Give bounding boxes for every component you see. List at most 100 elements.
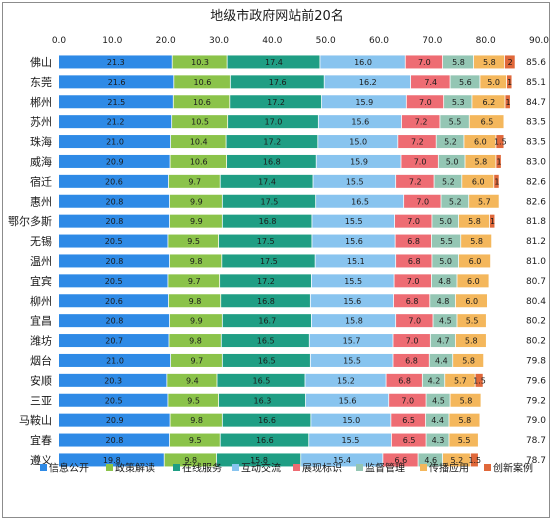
bar-value-label: 5.0 [439,217,452,226]
bar-segment [309,433,391,447]
bar-value-label: 20.9 [106,157,124,166]
bar-segment [430,294,455,308]
bar-segment [59,453,164,467]
bar-value-label: 6.8 [406,297,419,306]
bar-segment [395,234,431,248]
bar-segment [418,453,443,467]
bar-value-label: 6.8 [405,356,418,365]
bar-segment [443,453,470,467]
bar-value-label: 15.6 [345,237,363,246]
chart-title: 地级市政府网站前20名 [210,8,344,24]
total-label: 79.2 [526,396,546,406]
bar-value-label: 4.6 [424,456,437,465]
bar-value-label: 9.9 [190,317,203,326]
bar-value-label: 5.8 [460,396,473,405]
total-label: 80.2 [526,337,546,347]
bar-segment [301,453,383,467]
bar-value-label: 4.5 [439,317,452,326]
bar-segment [386,373,422,387]
bar-value-label: 20.7 [105,337,123,346]
category-label: 三亚 [30,394,52,407]
bar-value-label: 9.8 [184,456,197,465]
bar-value-label: 16.2 [359,78,377,87]
bar-value-label: 16.6 [256,436,274,445]
bar-value-label: 9.8 [190,257,203,266]
bar-value-label: 15.0 [349,138,367,147]
bar-value-label: 16.3 [254,396,272,405]
category-label: 佛山 [30,56,52,69]
bar-segment [316,154,401,168]
bar-segment [406,95,444,109]
bar-value-label: 9.5 [189,436,202,445]
bar-value-label: 20.5 [105,277,123,286]
bar-segment [59,95,173,109]
bar-value-label: 6.0 [472,177,485,186]
bar-value-label: 16.8 [257,297,275,306]
bar-value-label: 5.7 [478,197,491,206]
bar-segment [318,115,402,129]
category-label: 宿迁 [30,174,52,188]
bar-segment [312,214,395,228]
bar-segment [174,75,230,89]
category-label: 苏州 [30,116,52,129]
bar-value-label: 6.6 [394,456,407,465]
bar-segment [426,393,450,407]
bar-segment [168,274,220,288]
bar-value-label: 21.6 [108,78,126,87]
bar-value-label: 9.8 [189,297,202,306]
bar-segment [168,234,219,248]
bar-value-label: 10.3 [191,58,209,67]
bar-value-label: 15.8 [250,456,268,465]
bar-segment [228,115,318,129]
bar-segment [305,373,386,387]
bar-segment [169,254,222,268]
bar-segment [505,95,510,109]
bar-value-label: 5.0 [487,78,500,87]
total-labels: 85.6 85.1 84.7 83.5 83.5 83.0 82.6 82.6 81.8 81.2… [526,58,546,466]
bar-value-label: 5.5 [458,436,471,445]
bar-value-label: 20.6 [105,177,123,186]
bar-value-label: 5.2 [444,138,457,147]
bar-value-label: 17.5 [260,257,278,266]
bar-segment [450,75,480,89]
bar-segment [461,234,492,248]
chart-frame [2,2,550,518]
x-tick-label: 50.0 [316,36,336,46]
bar-value-label: 7.4 [424,78,437,87]
bar-segment [168,294,221,308]
bar-value-label: 16.8 [263,157,281,166]
bar-segment [473,55,505,69]
bar-value-label: 17.4 [258,177,276,186]
bar-segment [391,433,426,447]
bar-segment [404,194,441,208]
legend-label: 在线服务 [182,462,222,475]
bar-segment [59,413,170,427]
x-tick-label: 20.0 [156,36,176,46]
bar-value-label: 10.4 [190,138,208,147]
bar-value-label: 7.0 [406,337,419,346]
bar-value-label: 1.5 [494,138,507,147]
category-label: 无锡 [30,234,52,248]
total-label: 80.4 [526,297,546,307]
category-label: 安顺 [30,373,52,387]
x-tick-label: 10.0 [102,36,122,46]
bar-value-label: 10.6 [194,78,212,87]
legend-label: 互动交流 [241,462,281,475]
bar-segment [59,115,172,129]
bar-segment [396,254,432,268]
bar-value-label: 16.5 [258,356,276,365]
bar-value-label: 15.8 [345,317,363,326]
bar-segment [230,75,324,89]
bar-segment [449,433,478,447]
bar-value-label: 9.8 [190,416,203,425]
bar-value-label: 1 [494,177,499,186]
bar-segment [455,334,486,348]
bar-segment [222,413,311,427]
bar-segment [401,154,438,168]
category-label: 东莞 [30,76,52,89]
bar-segment [436,135,464,149]
bar-value-label: 4.7 [437,337,450,346]
bar-value-label: 15.5 [342,436,360,445]
legend: 信息公开 政策解读 在线服务 互动交流 展现标识 监督管理 传播应用 创新案例 [40,462,533,475]
legend-swatch [173,464,180,471]
